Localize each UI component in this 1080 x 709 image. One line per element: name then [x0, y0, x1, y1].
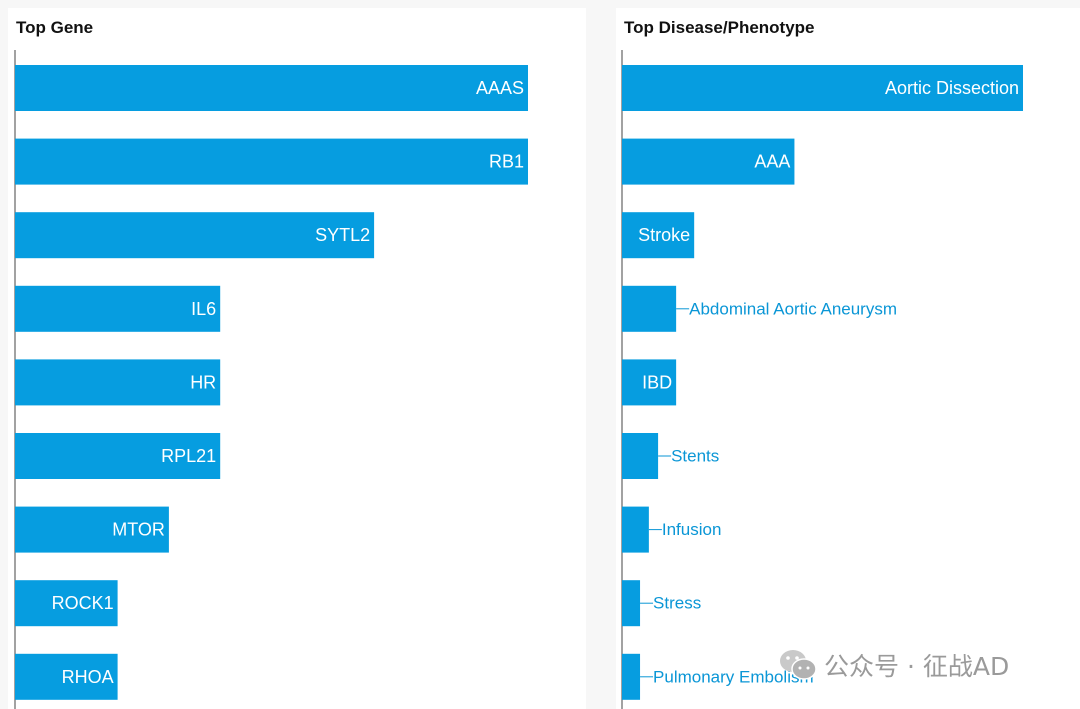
bar-label: HR	[190, 372, 216, 392]
bar-label: Stents	[671, 447, 719, 466]
bar-label: IL6	[191, 299, 216, 319]
watermark-text: 公众号 · 征战AD	[824, 652, 1010, 681]
bar	[15, 285, 221, 332]
bar-label: Abdominal Aortic Aneurysm	[689, 299, 897, 318]
bar	[15, 212, 375, 259]
bar	[622, 653, 641, 700]
bar-label: AAA	[754, 152, 790, 172]
bar	[622, 138, 795, 185]
bar	[15, 138, 528, 185]
bar	[622, 359, 677, 406]
wechat-icon	[780, 650, 817, 680]
bar-label: RPL21	[161, 446, 216, 466]
top-disease-chart: Aortic Dissection AAA Stroke Abdominal Aort…	[621, 50, 1023, 709]
bar-label: RHOA	[62, 667, 114, 687]
bar	[15, 433, 221, 479]
bar-label: Stress	[653, 594, 701, 613]
bar	[622, 580, 641, 627]
top-gene-chart: AAAS RB1 SYTL2 IL6 HR RPL21 MTOR ROCK1 RHOA	[14, 50, 528, 709]
bar-label: Infusion	[662, 520, 722, 539]
chart-title: Top Gene	[16, 18, 94, 37]
top-gene-panel: Top Gene AAAS RB1 SYTL2 IL6 HR RPL21 MTOR ROCK1…	[8, 8, 586, 709]
bar	[15, 359, 221, 406]
bar-label: Pulmonary Embolism	[653, 667, 814, 686]
bar-label: ROCK1	[52, 593, 114, 613]
bar-label: IBD	[642, 372, 672, 392]
bar	[622, 506, 649, 553]
bar-label: RB1	[489, 152, 524, 172]
bar	[622, 65, 1023, 111]
bar	[622, 212, 695, 259]
bar	[15, 506, 169, 553]
bar-label: SYTL2	[315, 225, 370, 245]
bar	[622, 433, 659, 479]
top-disease-panel: Top Disease/Phenotype Aortic Dissection A…	[616, 8, 1080, 709]
bar-label: Stroke	[638, 225, 690, 245]
watermark: 公众号 · 征战AD	[778, 648, 1009, 682]
bar	[15, 653, 118, 700]
bar-label: AAAS	[476, 78, 524, 98]
bar-label: Aortic Dissection	[885, 78, 1019, 98]
chart-title: Top Disease/Phenotype	[624, 18, 815, 37]
bar	[15, 65, 528, 111]
bar	[15, 580, 118, 627]
bar	[622, 285, 677, 332]
bar-label: MTOR	[112, 520, 165, 540]
